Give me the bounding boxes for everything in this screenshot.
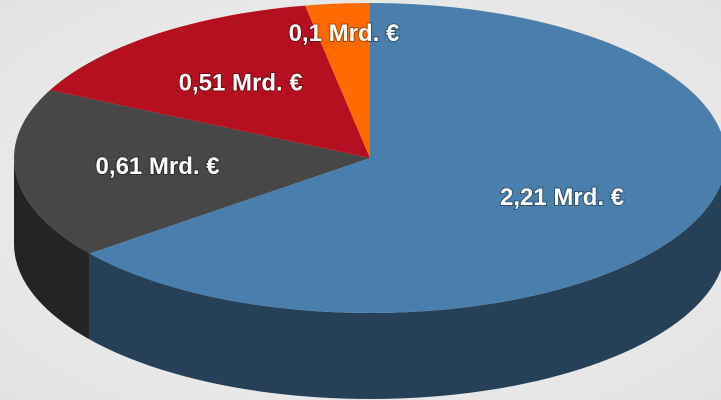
data-label: 2,21 Mrd. € — [500, 184, 624, 211]
data-label: 0,1 Mrd. € — [289, 20, 400, 47]
data-label: 0,61 Mrd. € — [96, 153, 220, 180]
slice — [89, 3, 721, 313]
slice — [49, 5, 370, 158]
slice-side — [89, 183, 721, 399]
slice — [305, 3, 370, 158]
slice — [14, 90, 370, 254]
slice-side — [14, 158, 90, 340]
data-label: 0,51 Mrd. € — [179, 69, 303, 96]
